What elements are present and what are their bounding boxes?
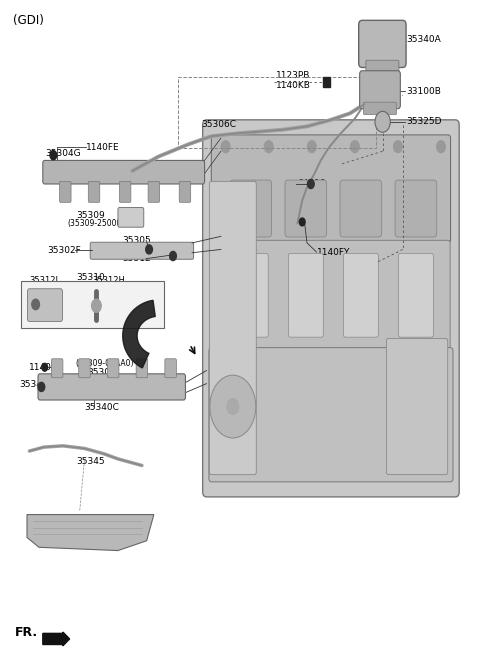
Text: 35312J: 35312J [29, 276, 59, 285]
Text: 1140FY: 1140FY [317, 247, 350, 256]
Text: (GDI): (GDI) [12, 14, 44, 27]
Text: 33100B: 33100B [407, 87, 442, 96]
Circle shape [308, 141, 316, 153]
FancyBboxPatch shape [179, 181, 191, 202]
Text: FR.: FR. [15, 626, 38, 639]
Circle shape [221, 141, 230, 153]
Bar [178, 77, 376, 148]
Text: 35340C: 35340C [84, 403, 120, 413]
Text: 35345A: 35345A [76, 522, 110, 530]
Circle shape [42, 363, 48, 371]
Circle shape [146, 245, 153, 254]
Text: (35309-25000): (35309-25000) [68, 219, 125, 228]
FancyBboxPatch shape [209, 181, 256, 475]
FancyBboxPatch shape [359, 20, 406, 68]
Text: 1123PB: 1123PB [276, 71, 311, 80]
Circle shape [350, 141, 359, 153]
Polygon shape [27, 514, 154, 550]
Circle shape [264, 141, 273, 153]
Circle shape [227, 399, 239, 415]
Bar [323, 77, 330, 87]
FancyBboxPatch shape [27, 289, 62, 321]
FancyBboxPatch shape [79, 359, 90, 378]
Circle shape [437, 141, 445, 153]
FancyBboxPatch shape [43, 161, 204, 184]
Text: 1140KB: 1140KB [276, 81, 311, 91]
FancyBboxPatch shape [395, 180, 437, 237]
Text: 35312A: 35312A [29, 318, 61, 327]
FancyBboxPatch shape [288, 253, 323, 337]
FancyBboxPatch shape [88, 181, 100, 202]
Text: 1140FE: 1140FE [86, 143, 120, 152]
FancyBboxPatch shape [118, 207, 144, 227]
FancyBboxPatch shape [360, 71, 400, 109]
Text: 35345: 35345 [76, 457, 105, 466]
Circle shape [375, 112, 390, 133]
FancyBboxPatch shape [209, 348, 453, 482]
Text: 35304G: 35304G [46, 149, 81, 158]
FancyBboxPatch shape [38, 374, 185, 400]
FancyBboxPatch shape [343, 253, 378, 337]
Text: 35342: 35342 [19, 380, 48, 390]
FancyBboxPatch shape [212, 240, 450, 350]
FancyBboxPatch shape [60, 181, 71, 202]
Bar [21, 281, 164, 328]
FancyBboxPatch shape [165, 359, 176, 378]
FancyBboxPatch shape [340, 180, 382, 237]
FancyBboxPatch shape [108, 359, 119, 378]
Circle shape [169, 251, 176, 260]
Text: 35306C: 35306C [202, 120, 237, 129]
Circle shape [300, 218, 305, 226]
Text: 33815E: 33815E [93, 318, 124, 327]
Text: 35312H: 35312H [93, 276, 125, 285]
FancyBboxPatch shape [90, 242, 193, 259]
FancyBboxPatch shape [120, 181, 131, 202]
FancyBboxPatch shape [233, 253, 268, 337]
FancyBboxPatch shape [51, 359, 63, 378]
FancyArrow shape [43, 632, 70, 646]
FancyBboxPatch shape [203, 120, 459, 497]
Text: 35325D: 35325D [407, 117, 442, 127]
Circle shape [394, 141, 402, 153]
FancyBboxPatch shape [398, 253, 433, 337]
Circle shape [50, 151, 57, 160]
FancyBboxPatch shape [230, 180, 272, 237]
FancyBboxPatch shape [148, 181, 159, 202]
FancyBboxPatch shape [211, 135, 451, 243]
Text: (35309-04AA0): (35309-04AA0) [75, 359, 133, 368]
Text: 35312: 35312 [122, 254, 151, 263]
Text: 35340A: 35340A [407, 35, 441, 45]
FancyBboxPatch shape [285, 180, 326, 237]
Circle shape [210, 375, 256, 438]
Circle shape [38, 382, 45, 392]
FancyBboxPatch shape [363, 102, 396, 115]
Text: 35310: 35310 [76, 273, 105, 282]
Text: 35302F: 35302F [48, 245, 81, 255]
Circle shape [308, 179, 314, 188]
FancyBboxPatch shape [366, 60, 399, 73]
Text: 64310: 64310 [298, 180, 326, 188]
Text: 35309: 35309 [76, 211, 105, 220]
FancyBboxPatch shape [386, 338, 448, 475]
Text: 1140FR: 1140FR [29, 363, 64, 372]
Text: 35305: 35305 [122, 236, 151, 245]
Text: 35309: 35309 [87, 368, 116, 377]
Circle shape [92, 299, 101, 312]
Polygon shape [123, 300, 155, 368]
Circle shape [32, 299, 39, 310]
FancyBboxPatch shape [136, 359, 148, 378]
